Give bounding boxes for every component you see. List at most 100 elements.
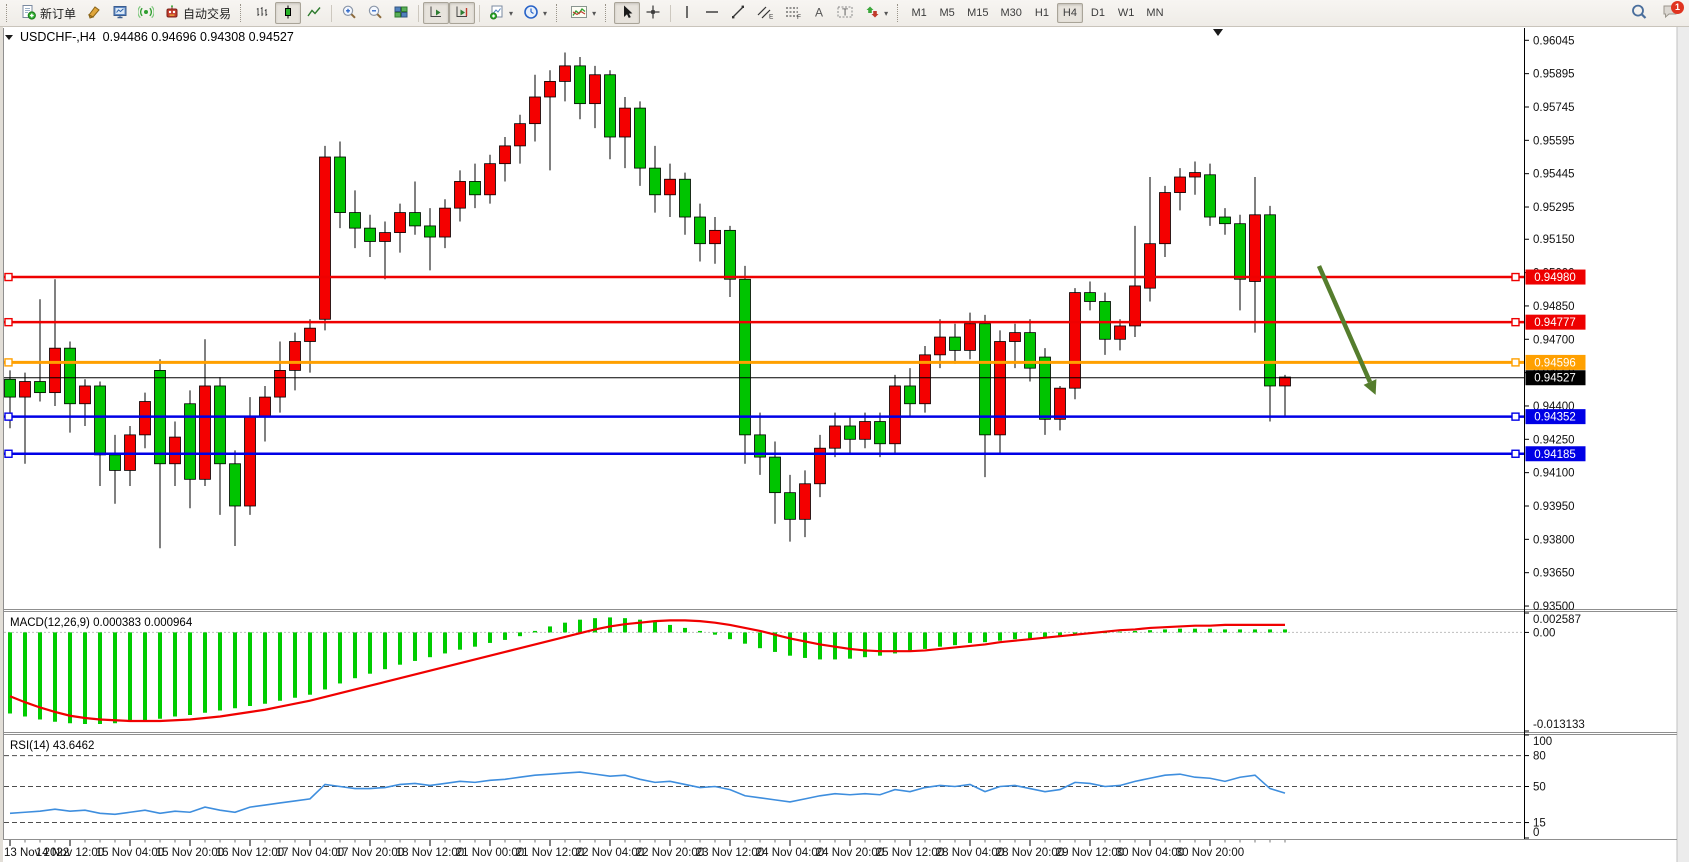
hline-0.94596[interactable]: 0.94596 (4, 354, 1586, 370)
candle (94, 385, 106, 456)
fibonacci-tool-button[interactable]: F (779, 2, 807, 24)
svg-text:0.95295: 0.95295 (1533, 202, 1575, 214)
svg-text:17 Nov 04:00: 17 Nov 04:00 (276, 847, 344, 859)
bar-chart-mode-button[interactable] (249, 2, 275, 24)
candle (454, 181, 466, 209)
chart-shift-marker[interactable] (1213, 29, 1223, 36)
tile-windows-button[interactable] (388, 2, 414, 24)
candle (34, 381, 46, 394)
line-chart-mode-button[interactable] (301, 2, 327, 24)
timeframe-button-d1[interactable]: D1 (1085, 3, 1111, 23)
zoom-in-icon (341, 4, 357, 23)
timeframe-button-m30[interactable]: M30 (996, 3, 1027, 23)
candle (1114, 325, 1126, 340)
hline-0.94980[interactable]: 0.94980 (4, 269, 1586, 285)
trendline-tool-button[interactable] (725, 2, 751, 24)
candle (559, 65, 571, 82)
candle (874, 421, 886, 445)
cursor-tool-button[interactable] (614, 2, 641, 24)
toolbar-drag-handle[interactable] (897, 4, 902, 22)
periods-button[interactable]: ▾ (518, 2, 552, 24)
autotrading-button[interactable]: 自动交易 (159, 2, 236, 24)
chevron-down-icon: ▾ (884, 8, 889, 18)
toolbar-drag-handle[interactable] (605, 4, 610, 22)
svg-text:0.94700: 0.94700 (1533, 334, 1575, 346)
chart-window[interactable]: 0.96045 0.95895 0.95745 0.95595 0.95445 0.952… (0, 27, 1689, 862)
auto-scroll-button[interactable] (423, 2, 450, 24)
toolbar-separator (331, 4, 333, 22)
hline-0.94352[interactable]: 0.94352 (4, 409, 1586, 425)
candle (949, 336, 961, 351)
timeframe-button-m5[interactable]: M5 (934, 3, 960, 23)
market-watch-button[interactable] (107, 2, 133, 24)
timeframe-button-mn[interactable]: MN (1141, 3, 1168, 23)
chart-shift-icon (454, 4, 470, 23)
svg-text:18 Nov 12:00: 18 Nov 12:00 (396, 847, 464, 859)
symbol-collapse-icon[interactable] (5, 35, 13, 40)
svg-text:15 Nov 20:00: 15 Nov 20:00 (156, 847, 224, 859)
new-order-button[interactable]: 新订单 (15, 2, 81, 24)
timeframe-button-h4[interactable]: H4 (1056, 3, 1083, 23)
candle (799, 483, 811, 520)
metaeditor-button[interactable] (81, 2, 107, 24)
signals-button[interactable] (133, 2, 159, 24)
new-chart-icon (489, 4, 505, 23)
notifications-button[interactable]: 1 (1659, 1, 1684, 24)
signal-waves-icon (137, 4, 155, 23)
zoom-out-button[interactable] (362, 2, 388, 24)
candle (49, 347, 61, 394)
zoom-in-button[interactable] (336, 2, 362, 24)
candle (754, 434, 766, 458)
candle (244, 416, 256, 507)
candle (1129, 285, 1141, 327)
candle (214, 385, 226, 465)
candle (739, 278, 751, 436)
text-label-tool-button[interactable]: T (831, 2, 859, 24)
text-tool-button[interactable]: A (807, 2, 831, 24)
candlestick-mode-button[interactable] (275, 2, 302, 24)
candle (1099, 301, 1111, 340)
trend-arrow[interactable] (1316, 265, 1377, 395)
timeframe-button-m1[interactable]: M1 (906, 3, 932, 23)
timeframe-button-h1[interactable]: H1 (1029, 3, 1055, 23)
hline-0.94777[interactable]: 0.94777 (4, 314, 1586, 330)
candle (544, 81, 556, 98)
candle (724, 229, 736, 280)
svg-text:0.93800: 0.93800 (1533, 534, 1575, 546)
chart-shift-button[interactable] (449, 2, 476, 24)
new-chart-button[interactable]: ▾ (484, 2, 518, 24)
price-chart[interactable]: 0.96045 0.95895 0.95745 0.95595 0.95445 0.952… (0, 27, 1689, 862)
toolbar-drag-handle[interactable] (6, 4, 11, 22)
arrows-icon (864, 4, 880, 23)
equidistant-channel-tool-button[interactable]: E (751, 2, 779, 24)
timeframe-button-m15[interactable]: M15 (962, 3, 993, 23)
svg-text:0.93950: 0.93950 (1533, 501, 1575, 513)
search-button[interactable] (1625, 2, 1653, 24)
hline-0.94185[interactable]: 0.94185 (4, 446, 1586, 462)
candle (1159, 192, 1171, 245)
horizontal-line-tool-button[interactable] (699, 2, 725, 24)
toolbar-drag-handle[interactable] (240, 4, 245, 22)
candle (934, 336, 946, 356)
crosshair-tool-button[interactable] (640, 2, 666, 24)
macd-signal-line (9, 619, 1285, 723)
toolbar-drag-handle[interactable] (556, 4, 561, 22)
toolbar-separator (418, 4, 420, 22)
search-icon (1630, 3, 1648, 24)
vertical-line-icon (680, 4, 694, 23)
svg-text:-0.013133: -0.013133 (1533, 719, 1585, 731)
candle (649, 167, 661, 196)
svg-text:24 Nov 04:00: 24 Nov 04:00 (756, 847, 824, 859)
timeframe-button-w1[interactable]: W1 (1113, 3, 1140, 23)
svg-text:E: E (769, 13, 774, 20)
candle (409, 212, 421, 227)
autotrading-label: 自动交易 (183, 6, 232, 21)
hline-0.94527[interactable]: 0.94527 (4, 370, 1586, 386)
arrows-tool-button[interactable]: ▾ (859, 2, 893, 24)
indicators-button[interactable]: ▾ (565, 2, 601, 24)
chevron-down-icon: ▾ (543, 8, 548, 18)
vertical-line-tool-button[interactable] (675, 2, 699, 24)
candle (904, 385, 916, 405)
svg-text:0.95895: 0.95895 (1533, 69, 1575, 81)
